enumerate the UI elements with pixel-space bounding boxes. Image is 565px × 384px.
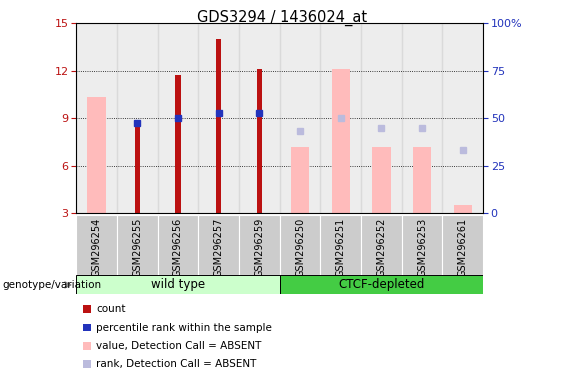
- Bar: [134, 123, 140, 213]
- Bar: [83, 305, 91, 313]
- Text: GSM296251: GSM296251: [336, 218, 346, 277]
- Text: GDS3294 / 1436024_at: GDS3294 / 1436024_at: [197, 10, 368, 26]
- Bar: [117, 215, 158, 275]
- Text: CTCF-depleted: CTCF-depleted: [338, 278, 424, 291]
- Text: GSM296255: GSM296255: [132, 218, 142, 277]
- Bar: [76, 275, 280, 294]
- Text: GSM296252: GSM296252: [376, 218, 386, 277]
- Bar: [158, 23, 198, 213]
- Bar: [320, 215, 361, 275]
- Bar: [117, 23, 158, 213]
- Bar: [442, 23, 483, 213]
- Text: percentile rank within the sample: percentile rank within the sample: [96, 323, 272, 333]
- Bar: [76, 23, 117, 213]
- Bar: [291, 147, 309, 213]
- Text: rank, Detection Call = ABSENT: rank, Detection Call = ABSENT: [96, 359, 257, 369]
- Bar: [413, 147, 431, 213]
- Bar: [76, 215, 117, 275]
- Bar: [198, 215, 239, 275]
- Bar: [442, 215, 483, 275]
- Text: GSM296250: GSM296250: [295, 218, 305, 277]
- Bar: [280, 275, 483, 294]
- Text: count: count: [96, 304, 125, 314]
- Bar: [216, 39, 221, 213]
- Bar: [83, 323, 91, 331]
- Bar: [175, 75, 181, 213]
- Text: value, Detection Call = ABSENT: value, Detection Call = ABSENT: [96, 341, 262, 351]
- Bar: [83, 342, 91, 349]
- Bar: [257, 69, 262, 213]
- Text: GSM296257: GSM296257: [214, 218, 224, 277]
- Bar: [361, 23, 402, 213]
- Text: GSM296259: GSM296259: [254, 218, 264, 277]
- Bar: [332, 69, 350, 213]
- Text: GSM296256: GSM296256: [173, 218, 183, 277]
- Bar: [239, 215, 280, 275]
- Bar: [280, 23, 320, 213]
- Text: GSM296261: GSM296261: [458, 218, 468, 277]
- Bar: [83, 360, 91, 368]
- Text: GSM296253: GSM296253: [417, 218, 427, 277]
- Bar: [320, 23, 361, 213]
- Bar: [402, 23, 442, 213]
- Bar: [88, 98, 106, 213]
- Bar: [454, 205, 472, 213]
- Bar: [372, 147, 390, 213]
- Bar: [198, 23, 239, 213]
- Text: genotype/variation: genotype/variation: [3, 280, 102, 290]
- Text: wild type: wild type: [151, 278, 205, 291]
- Bar: [361, 215, 402, 275]
- Bar: [402, 215, 442, 275]
- Bar: [239, 23, 280, 213]
- Bar: [158, 215, 198, 275]
- Text: GSM296254: GSM296254: [92, 218, 102, 277]
- Bar: [280, 215, 320, 275]
